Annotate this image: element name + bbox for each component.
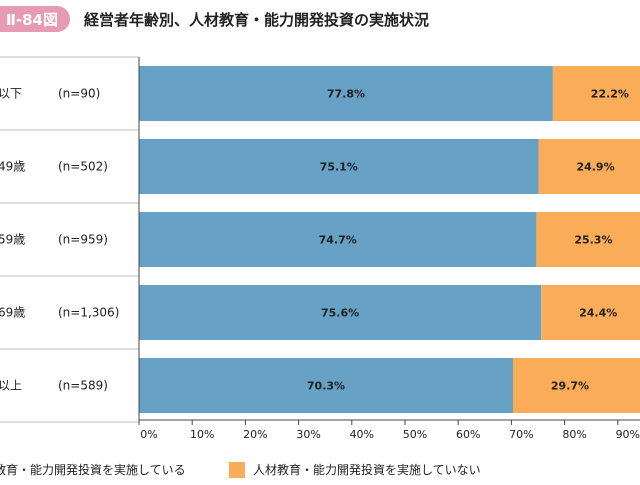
category-label: 49歳 [0, 160, 25, 174]
legend-item-implementing: 人材教育・能力開発投資を実施している [0, 461, 186, 478]
bar-not-implementing [512, 358, 640, 413]
category-label: 以下 [0, 87, 22, 101]
bar-value-label: 24.4% [579, 307, 617, 320]
bar-value-label: 75.1% [320, 161, 358, 174]
x-axis-tick-label: 30% [296, 428, 320, 441]
bar-value-label: 75.6% [321, 307, 359, 320]
x-axis-tick-label: 0% [140, 428, 157, 441]
figure-number: Ⅱ-84図 [6, 10, 58, 29]
legend-item-not-implementing: 人材教育・能力開発投資を実施していない [229, 461, 481, 478]
legend-label-not-implementing: 人材教育・能力開発投資を実施していない [253, 463, 481, 477]
figure-number-badge: Ⅱ-84図 [0, 6, 70, 32]
sample-size-label: (n=502) [58, 160, 108, 174]
chart-title: 経営者年齢別、人材教育・能力開発投資の実施状況 [84, 11, 430, 29]
x-axis-tick-label: 20% [243, 428, 267, 441]
x-axis-tick-label: 60% [456, 428, 480, 441]
bar-value-label: 25.3% [574, 234, 612, 247]
bar-not-implementing [538, 139, 640, 194]
category-label: 59歳 [0, 233, 25, 247]
sample-size-label: (n=589) [58, 379, 108, 393]
sample-size-label: (n=1,306) [58, 306, 119, 320]
bar-implementing [139, 212, 537, 267]
bar-value-label: 70.3% [307, 380, 345, 393]
x-axis-tick-label: 50% [403, 428, 427, 441]
bar-implementing [139, 358, 513, 413]
legend-label-implementing: 人材教育・能力開発投資を実施している [0, 463, 186, 477]
bar-implementing [139, 285, 542, 340]
bar-value-label: 24.9% [576, 161, 614, 174]
x-axis-tick-label: 40% [350, 428, 374, 441]
bar-value-label: 22.2% [591, 88, 629, 101]
sample-size-label: (n=90) [58, 87, 100, 101]
bar-not-implementing [536, 212, 640, 267]
category-label: 以上 [0, 379, 22, 393]
legend-swatch-not-implementing [229, 461, 245, 478]
bar-value-label: 74.7% [319, 234, 357, 247]
x-axis-tick-label: 10% [190, 428, 214, 441]
category-label: 69歳 [0, 306, 25, 320]
stacked-bar-chart: 以下 (n=90) 77.8% 22.2% 49歳 (n=502) 75.1% 24.9% 59… [0, 56, 640, 441]
bar-value-label: 29.7% [551, 380, 589, 393]
bar-value-label: 77.8% [327, 88, 365, 101]
x-axis-tick-label: 70% [509, 428, 533, 441]
x-axis-tick-label: 80% [562, 428, 586, 441]
bar-implementing [139, 139, 539, 194]
sample-size-label: (n=959) [58, 233, 108, 247]
x-axis-tick-label: 90% [616, 428, 640, 441]
bar-implementing [139, 66, 553, 121]
bar-not-implementing [541, 285, 640, 340]
bar-not-implementing [552, 66, 640, 121]
